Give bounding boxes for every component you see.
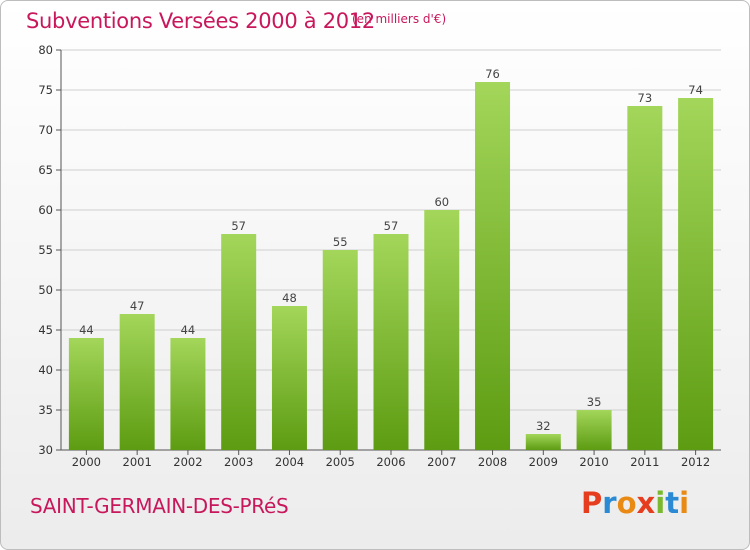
- bar: [221, 234, 257, 450]
- value-label: 60: [434, 195, 449, 209]
- value-label: 48: [282, 291, 297, 305]
- bar: [525, 434, 561, 450]
- x-tick-label: 2001: [123, 455, 152, 469]
- commune-name: SAINT-GERMAIN-DES-PRéS: [30, 494, 289, 518]
- bar: [373, 234, 409, 450]
- value-label: 73: [638, 91, 653, 105]
- bar: [475, 82, 511, 450]
- value-label: 57: [231, 219, 246, 233]
- bar: [576, 410, 612, 450]
- value-label: 76: [485, 67, 500, 81]
- labels: 30 35 40 45 50 55 60 65 70 75 80 2000 44 2001 47 2002 44…: [38, 43, 710, 469]
- y-tick-label: 55: [38, 243, 53, 257]
- bar: [424, 210, 460, 450]
- x-tick-label: 2003: [224, 455, 253, 469]
- value-label: 44: [181, 323, 196, 337]
- proxiti-logo: Proxiti: [581, 486, 689, 520]
- value-label: 44: [79, 323, 94, 337]
- logo-letter: i: [655, 486, 666, 520]
- logo-letter: P: [581, 486, 603, 520]
- x-tick-label: 2002: [173, 455, 202, 469]
- x-tick-label: 2011: [630, 455, 659, 469]
- bar: [678, 98, 714, 450]
- bar: [322, 250, 358, 450]
- y-tick-label: 75: [38, 83, 53, 97]
- logo-letter: t: [665, 486, 680, 520]
- bar: [119, 314, 155, 450]
- y-tick-label: 50: [38, 283, 53, 297]
- bar-chart: 30 35 40 45 50 55 60 65 70 75 80 2000 44 2001 47 2002 44…: [38, 43, 721, 469]
- y-tick-label: 35: [38, 403, 53, 417]
- logo-letter: r: [602, 486, 617, 520]
- value-label: 74: [688, 83, 703, 97]
- bar: [68, 338, 104, 450]
- bar: [271, 306, 307, 450]
- x-tick-label: 2010: [579, 455, 608, 469]
- y-tick-label: 70: [38, 123, 53, 137]
- bar: [627, 106, 663, 450]
- bar: [170, 338, 206, 450]
- logo-letter: x: [636, 486, 656, 520]
- x-tick-label: 2005: [326, 455, 355, 469]
- value-label: 32: [536, 419, 551, 433]
- x-tick-label: 2009: [529, 455, 558, 469]
- y-tick-label: 30: [38, 443, 53, 457]
- bars: [68, 82, 714, 450]
- value-label: 35: [587, 395, 602, 409]
- y-tick-label: 40: [38, 363, 53, 377]
- x-tick-label: 2004: [275, 455, 304, 469]
- x-tick-label: 2012: [681, 455, 710, 469]
- y-tick-label: 80: [38, 43, 53, 57]
- value-label: 57: [384, 219, 399, 233]
- x-tick-label: 2007: [427, 455, 456, 469]
- y-tick-label: 60: [38, 203, 53, 217]
- chart-title: Subventions Versées 2000 à 2012: [26, 9, 375, 33]
- logo-letter: i: [679, 486, 690, 520]
- y-tick-label: 45: [38, 323, 53, 337]
- value-label: 47: [130, 299, 145, 313]
- x-tick-label: 2000: [72, 455, 101, 469]
- x-tick-label: 2008: [478, 455, 507, 469]
- x-tick-label: 2006: [376, 455, 405, 469]
- value-label: 55: [333, 235, 348, 249]
- logo-letter: o: [616, 486, 637, 520]
- y-tick-label: 65: [38, 163, 53, 177]
- chart-unit-label: (en milliers d'€): [352, 12, 447, 26]
